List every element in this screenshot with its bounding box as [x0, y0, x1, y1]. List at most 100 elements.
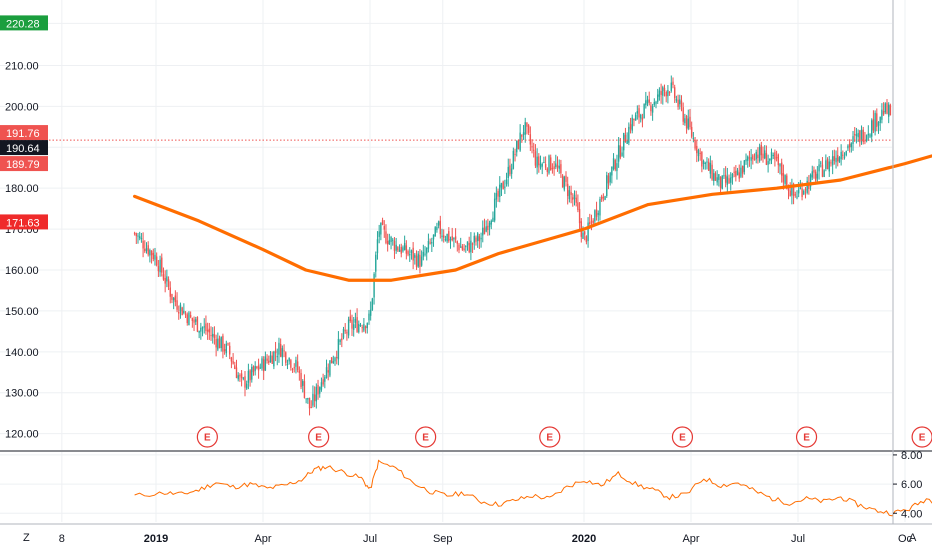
candle-body — [307, 398, 309, 400]
candle-body — [461, 246, 464, 250]
candle-body — [150, 250, 153, 256]
toolbar-right-label[interactable]: A — [909, 532, 917, 544]
candle-body — [830, 162, 832, 164]
candle-body — [215, 338, 217, 348]
candle-body — [607, 175, 610, 184]
candle-body — [159, 259, 161, 273]
candle-body — [758, 146, 761, 161]
candle-body — [748, 157, 751, 159]
candle-body — [860, 129, 863, 141]
candle-body — [665, 91, 667, 97]
candle-body — [847, 145, 849, 149]
candle-body — [573, 194, 576, 200]
candle-body — [234, 365, 236, 369]
candle-body — [198, 330, 200, 333]
candle-body — [330, 357, 333, 364]
candle-body — [716, 177, 718, 183]
candle-body — [636, 111, 639, 114]
indicator-line — [134, 459, 932, 517]
candle-body — [811, 171, 813, 178]
candle-body — [840, 151, 842, 160]
earnings-marker-label: E — [679, 433, 686, 444]
candle-body — [443, 235, 445, 238]
candle-body — [796, 196, 798, 198]
candle-body — [730, 177, 732, 183]
candle-body — [437, 221, 440, 226]
candle-body — [626, 140, 628, 144]
candle-body — [140, 238, 143, 240]
candle-body — [879, 116, 881, 123]
earnings-marker-label: E — [204, 433, 211, 444]
candle-body — [533, 149, 535, 151]
candle-body — [369, 309, 372, 316]
candle-body — [872, 119, 875, 131]
candle-body — [403, 243, 406, 250]
candle-body — [566, 183, 569, 197]
candle-body — [876, 113, 878, 128]
candle-body — [575, 197, 577, 203]
time-tick-label: 2019 — [144, 533, 168, 545]
candle-body — [371, 298, 374, 310]
candle-body — [376, 239, 379, 254]
candle-body — [775, 157, 778, 159]
candle-body — [640, 114, 642, 119]
candle-body — [667, 90, 669, 97]
candle-body — [251, 366, 253, 380]
candle-body — [366, 323, 368, 329]
candle-body — [409, 254, 411, 256]
candle-body — [572, 197, 574, 200]
candle-body — [162, 274, 165, 280]
candle-body — [624, 134, 627, 143]
candle-body — [288, 358, 290, 362]
candle-body — [222, 335, 224, 352]
candle-body — [862, 129, 864, 143]
candle-body — [864, 140, 866, 142]
candle-body — [482, 227, 484, 236]
candle-body — [816, 173, 819, 179]
candle-body — [381, 220, 384, 225]
candle-body — [646, 99, 649, 104]
earnings-marker-label: E — [315, 433, 322, 444]
candle-body — [223, 349, 226, 352]
candle-body — [685, 115, 688, 129]
candle-body — [237, 375, 239, 380]
candle-body — [804, 189, 807, 191]
candle-body — [393, 240, 396, 251]
indicator-tick-label: 6.00 — [901, 479, 922, 491]
candle-body — [242, 377, 244, 379]
candle-body — [714, 173, 717, 181]
candle-body — [466, 241, 469, 246]
candle-body — [696, 145, 698, 154]
candle-body — [475, 237, 477, 242]
candle-body — [178, 311, 180, 314]
candle-body — [218, 338, 221, 349]
candle-body — [612, 158, 615, 169]
candle-body — [206, 329, 209, 332]
candle-body — [507, 166, 509, 178]
candle-body — [521, 134, 523, 137]
candle-body — [259, 367, 261, 369]
candle-body — [191, 317, 194, 321]
candle-body — [550, 157, 552, 171]
candle-body — [249, 370, 251, 381]
candle-body — [417, 253, 419, 267]
candle-body — [364, 326, 367, 329]
candle-body — [522, 132, 525, 135]
candle-body — [281, 348, 284, 358]
candle-body — [256, 366, 258, 369]
candlestick-series — [133, 75, 892, 416]
candle-body — [855, 134, 858, 137]
candle-body — [167, 279, 170, 287]
candle-body — [415, 255, 418, 267]
candle-body — [539, 163, 542, 168]
candle-body — [524, 122, 526, 135]
candle-body — [848, 143, 851, 148]
candle-body — [623, 132, 625, 151]
toolbar-left-label[interactable]: Z — [23, 532, 30, 544]
time-tick-label: Jul — [791, 533, 805, 545]
candle-body — [448, 231, 450, 242]
moving-average-line — [133, 154, 932, 282]
candle-body — [713, 173, 715, 181]
candle-body — [589, 222, 591, 224]
